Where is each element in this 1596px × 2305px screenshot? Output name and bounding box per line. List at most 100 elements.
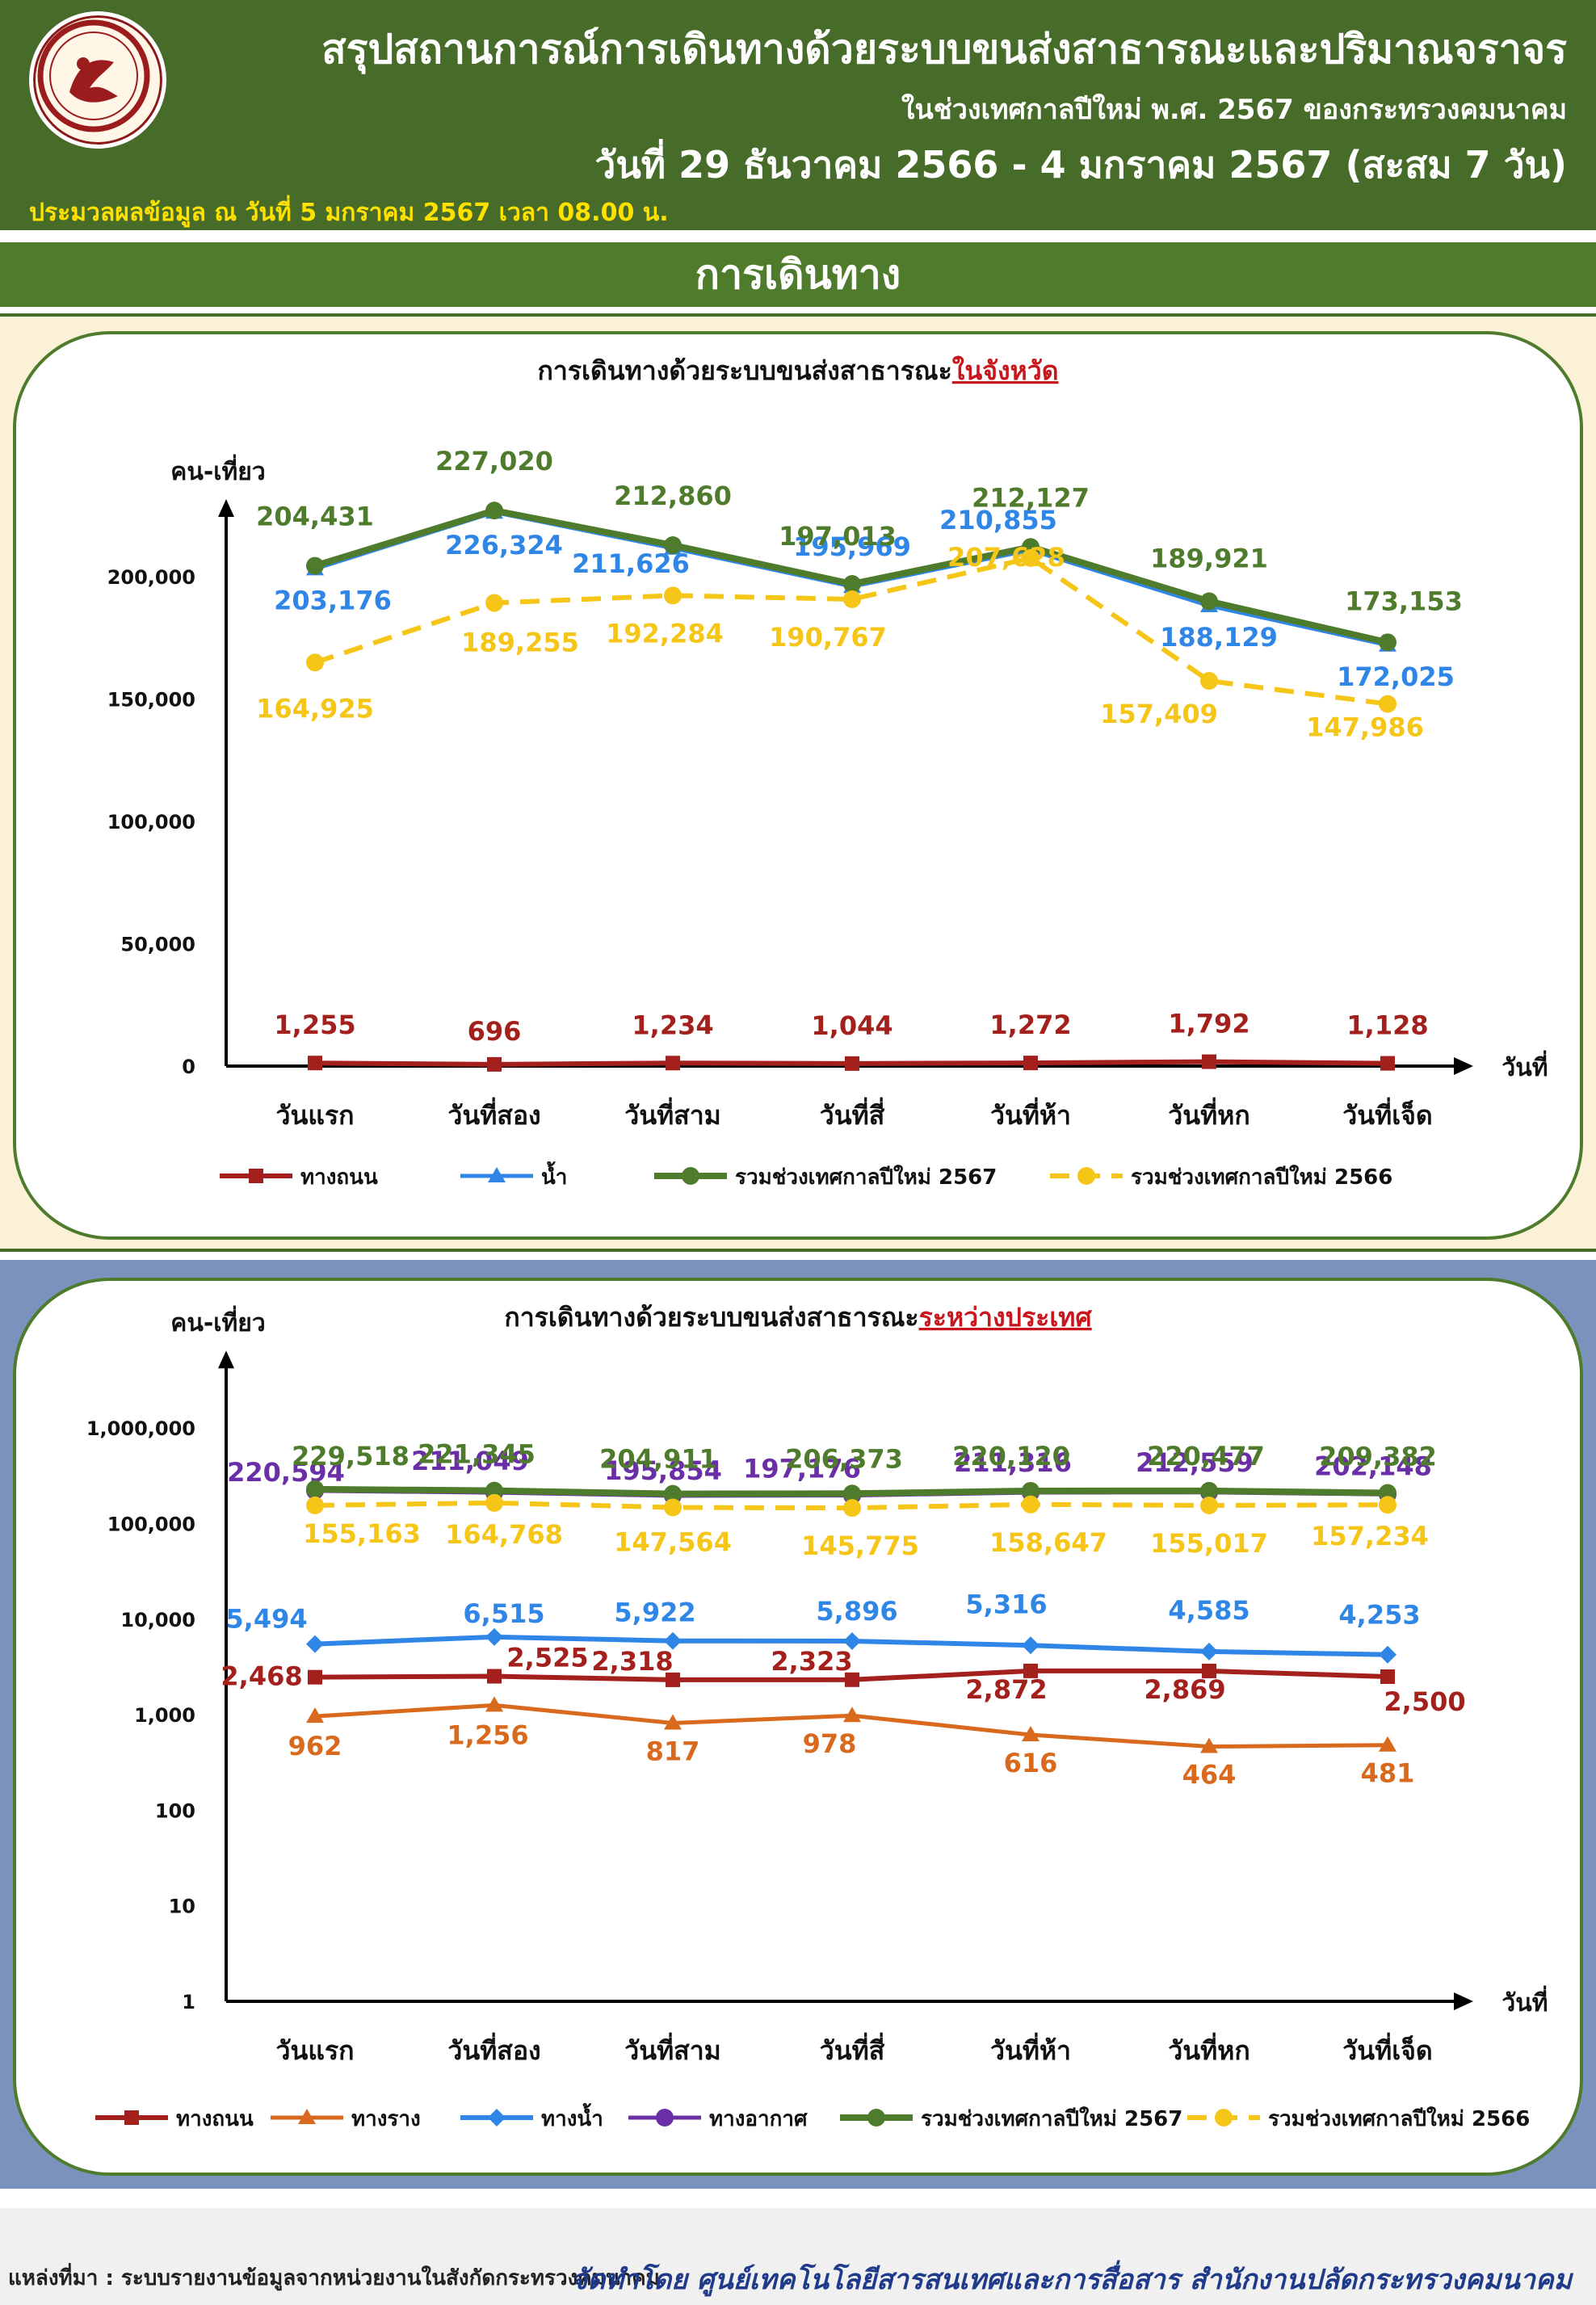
header-date-range: วันที่ 29 ธันวาคม 2566 - 4 มกราคม 2567 (… [594,143,1567,187]
data-point [1022,1481,1040,1500]
data-label: 220,120 [952,1441,1070,1472]
data-point [485,1493,503,1512]
data-point [306,556,324,575]
domestic-chart-card [13,331,1583,1240]
data-point [664,586,682,605]
data-point [1022,548,1040,567]
x-axis-label: วันที่ [1502,1050,1548,1082]
data-point [664,1631,682,1650]
x-tick-label: วันที่เจ็ด [1342,1097,1432,1131]
data-label: 147,564 [614,1527,732,1558]
data-point [664,536,682,555]
data-label: 212,127 [972,482,1090,513]
y-axis-label: คน-เที่ยว [170,454,265,486]
data-label: 1,044 [811,1010,892,1041]
data-point [843,1707,861,1723]
data-label: 2,525 [506,1643,588,1673]
data-point [1379,1645,1396,1664]
legend-swatch-marker [1215,2109,1233,2127]
data-label: 155,017 [1150,1528,1268,1559]
data-point [1200,1737,1218,1753]
data-label: 226,324 [445,530,563,561]
data-point [1202,1663,1216,1678]
international-chart-card [13,1278,1583,2176]
data-label: 481 [1361,1758,1415,1789]
y-tick-label: 10 [169,1896,195,1918]
data-point [306,653,324,672]
data-point [664,1714,682,1730]
data-point [664,1498,682,1517]
data-label: 1,234 [632,1010,713,1040]
data-label: 1,272 [989,1010,1071,1040]
data-label: 5,316 [965,1589,1047,1619]
data-label: 197,013 [779,521,897,552]
data-label: 2,323 [771,1646,852,1677]
data-point [487,1669,502,1684]
data-label: 1,256 [447,1719,528,1750]
x-tick-label: วันที่สอง [447,2032,540,2066]
domestic-travel-chart: การเดินทางด้วยระบบขนส่งสาธารณะในจังหวัดค… [107,355,1548,1190]
data-point [485,1627,503,1646]
data-label: 189,921 [1150,544,1268,574]
footer-bar [0,2208,1596,2305]
legend-label: ทางถนน [176,2107,254,2131]
header-subtitle: ในช่วงเทศกาลปีใหม่ พ.ศ. 2567 ของกระทรวงค… [901,94,1567,126]
y-tick-label: 1 [182,1991,195,2013]
x-tick-label: วันแรก [275,1100,354,1131]
x-tick-label: วันที่สี่ [820,1097,885,1131]
data-point [487,1056,502,1072]
international-travel-chart: การเดินทางด้วยระบบขนส่งสาธารณะระหว่างประ… [86,1302,1548,2131]
legend-label: รวมช่วงเทศกาลปีใหม่ 2567 [735,1165,997,1190]
data-point [308,1669,322,1685]
data-label: 1,255 [274,1010,355,1040]
x-axis-arrow [1454,1057,1473,1075]
chart-title: การเดินทางด้วยระบบขนส่งสาธารณะในจังหวัด [538,355,1059,386]
y-tick-label: 100 [155,1799,195,1822]
data-label: 817 [646,1736,700,1766]
data-point [1200,1481,1218,1500]
x-tick-label: วันที่เจ็ด [1342,2032,1432,2066]
data-point [664,1484,682,1503]
data-label: 1,792 [1168,1009,1250,1039]
data-label: 5,896 [816,1596,897,1627]
data-label: 204,431 [256,502,374,532]
x-axis-arrow [1454,1992,1473,2010]
y-tick-label: 100,000 [107,811,195,833]
data-point [843,575,861,594]
data-point [1200,1496,1218,1514]
y-axis-arrow [218,499,234,517]
chart-title-highlight: ในจังหวัด [952,355,1059,386]
data-point [1202,1054,1216,1069]
data-label: 616 [1004,1748,1058,1778]
ministry-seal-logo [29,11,166,149]
data-point [1379,695,1396,713]
data-label: 1,128 [1346,1010,1428,1041]
legend-label: ทางราง [351,2107,421,2131]
data-point [306,1635,324,1653]
data-label: 221,345 [418,1439,536,1470]
legend-swatch-marker [1077,1167,1095,1185]
data-point [1379,1736,1396,1752]
data-point [306,1496,324,1514]
legend-swatch-marker [656,2109,674,2127]
data-point [485,594,503,612]
x-tick-label: วันแรก [275,2035,354,2066]
data-label: 189,255 [461,628,579,658]
y-tick-label: 200,000 [107,566,195,589]
data-point [1023,1663,1038,1678]
data-point [1380,1056,1395,1071]
y-tick-label: 50,000 [120,934,195,956]
data-label: 2,318 [591,1646,673,1677]
legend-label: ทางอากาศ [709,2107,808,2131]
data-label: 212,559 [1136,1447,1254,1478]
data-label: 210,855 [939,505,1057,535]
data-point [306,1707,324,1724]
data-label: 173,153 [1345,586,1463,616]
legend-swatch-marker [124,2110,139,2125]
data-point [1200,1642,1218,1661]
y-tick-label: 150,000 [107,689,195,712]
x-tick-label: วันที่หก [1168,2032,1250,2066]
data-label: 204,911 [599,1444,717,1475]
section-title: การเดินทาง [0,242,1596,307]
footer-source: แหล่งที่มา : ระบบรายงานข้อมูลจากหน่วยงาน… [8,2266,660,2290]
